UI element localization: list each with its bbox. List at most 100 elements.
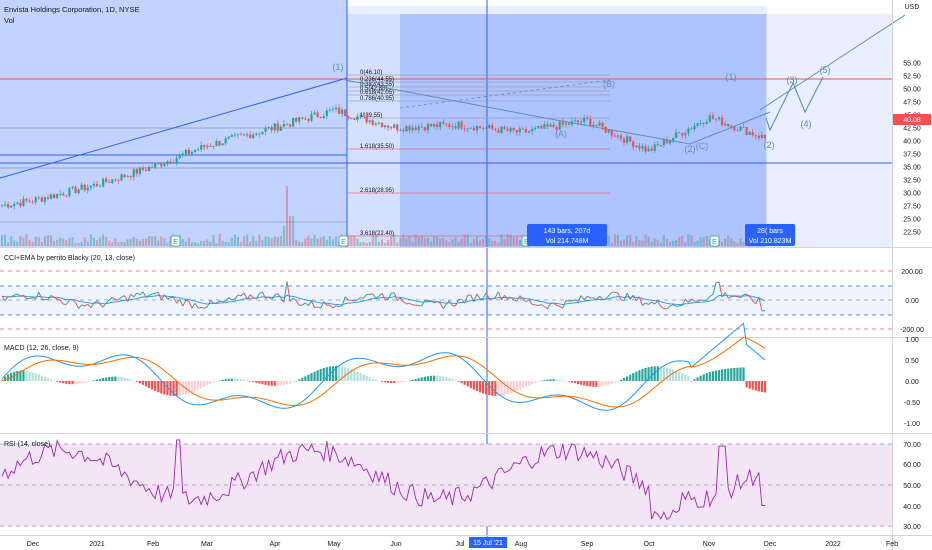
candle-body [347, 116, 350, 119]
trendline-c-up[interactable] [689, 111, 771, 145]
cci-segment [201, 306, 205, 309]
channel-line[interactable] [759, 14, 906, 111]
macd-hist-bar [454, 380, 457, 381]
cci-legend[interactable]: CCI+EMA by perrito Blacky (20, 13, close… [4, 255, 135, 262]
volume-bar [362, 241, 365, 246]
macd-hist-bar [276, 381, 279, 386]
trendline-rising[interactable] [0, 77, 348, 179]
volume-bar [246, 234, 249, 246]
cci-segment [14, 293, 18, 296]
candle-body [472, 127, 475, 131]
cci-segment [57, 298, 61, 301]
macd-pane[interactable] [0, 322, 767, 411]
candle-body [727, 123, 730, 127]
cci-segment [351, 299, 355, 302]
trendline-abc[interactable] [344, 79, 546, 119]
measure-box-2[interactable]: 28( bars Vol 210.823M [745, 224, 795, 246]
volume-bar [619, 240, 623, 246]
candle-body [3, 204, 7, 206]
volume-bar [668, 242, 672, 246]
macd-hist-bar [212, 381, 215, 383]
earnings-marker-label: E [341, 239, 346, 246]
volume-bar [49, 235, 53, 246]
macd-hist-bar [102, 378, 105, 381]
cci-segment [99, 303, 104, 308]
symbol-title[interactable]: Envista Holdings Corporation, 1D, NYSE [4, 5, 139, 14]
cci-segment [721, 292, 726, 298]
fib-retracement[interactable]: 0(46.10)0.236(44.55)0.382(43.55)0.5(42.8… [347, 70, 610, 237]
macd-hist-bar [485, 381, 488, 395]
volume-bar [215, 242, 218, 246]
macd-hist-bar [515, 381, 518, 391]
macd-hist-bar [120, 377, 123, 381]
cci-segment [185, 299, 190, 302]
candle-body [203, 145, 206, 148]
macd-hist-bar [531, 381, 534, 384]
volume-bar [635, 236, 638, 246]
macd-hist-bar [534, 381, 537, 383]
price-candles[interactable] [0, 104, 767, 210]
candle-body [481, 127, 485, 129]
candle-body [393, 124, 396, 128]
vol-label[interactable]: Vol [4, 16, 15, 25]
volume-bar [359, 242, 362, 246]
rsi-legend[interactable]: RSI (14, close) [4, 441, 50, 448]
candle-body [46, 197, 50, 199]
trendline-b[interactable] [399, 79, 611, 109]
cci-segment [283, 281, 288, 303]
macd-hist-bar [730, 368, 733, 381]
cci-segment [538, 304, 542, 307]
cci-segment [105, 299, 110, 304]
time-axis[interactable]: Dec 2021 Feb Mar Apr May Jun Jul Aug Sep Oct Nov Dec… [27, 541, 898, 548]
volume-bar [396, 242, 399, 246]
macd-hist-bar [172, 381, 175, 396]
wave-label: (A) [555, 129, 567, 139]
volume-bar [19, 235, 22, 246]
cci-segment [535, 304, 539, 307]
volume-bar [59, 237, 62, 246]
macd-hist-bar [405, 381, 408, 382]
range-box-outer[interactable] [347, 6, 767, 247]
cci-segment [403, 301, 407, 305]
candle-body [197, 149, 200, 151]
macd-hist-bar [727, 368, 730, 381]
cci-segment [314, 306, 318, 308]
range-box-left[interactable] [0, 0, 347, 247]
volume-bar [313, 234, 316, 246]
macd-hist-bar [154, 381, 157, 391]
candle-body [671, 137, 675, 141]
range-box-long[interactable] [347, 14, 892, 247]
cci-segment [344, 296, 349, 301]
rsi-pane[interactable] [0, 439, 892, 527]
candle-body [592, 124, 595, 126]
cci-segment [684, 298, 689, 303]
range-box-mid[interactable] [400, 14, 766, 247]
volume-bar [454, 237, 457, 246]
cci-segment [436, 300, 441, 304]
candle-body [757, 135, 760, 138]
rsi-axis: 70.00 60.00 50.00 40.00 30.00 [903, 442, 921, 531]
candle-body [635, 145, 638, 148]
trendline-c[interactable] [544, 117, 691, 145]
candle-body [721, 117, 724, 126]
macd-hist-bar [233, 378, 236, 381]
measure-box-1[interactable]: 143 bars, 207d Vol 214.748M [527, 224, 607, 246]
macd-hist-bar [570, 381, 574, 383]
cci-segment [274, 293, 279, 296]
cci-segment [20, 294, 24, 297]
macd-legend[interactable]: MACD (12, 26, close, 9) [4, 345, 79, 352]
macd-hist-bar [503, 381, 506, 395]
macd-hist-bar [273, 381, 276, 386]
macd-hist-bar [386, 381, 390, 383]
wave-projection[interactable] [765, 76, 824, 132]
earnings-marker-label: E [173, 239, 178, 246]
cci-segment [577, 295, 582, 302]
cci-pane[interactable] [0, 270, 892, 330]
macd-hist-bar [65, 381, 68, 384]
current-price-tag: 40.08 [893, 114, 931, 125]
cci-segment [130, 293, 135, 298]
candle-body [157, 163, 160, 164]
candle-body [307, 118, 310, 121]
